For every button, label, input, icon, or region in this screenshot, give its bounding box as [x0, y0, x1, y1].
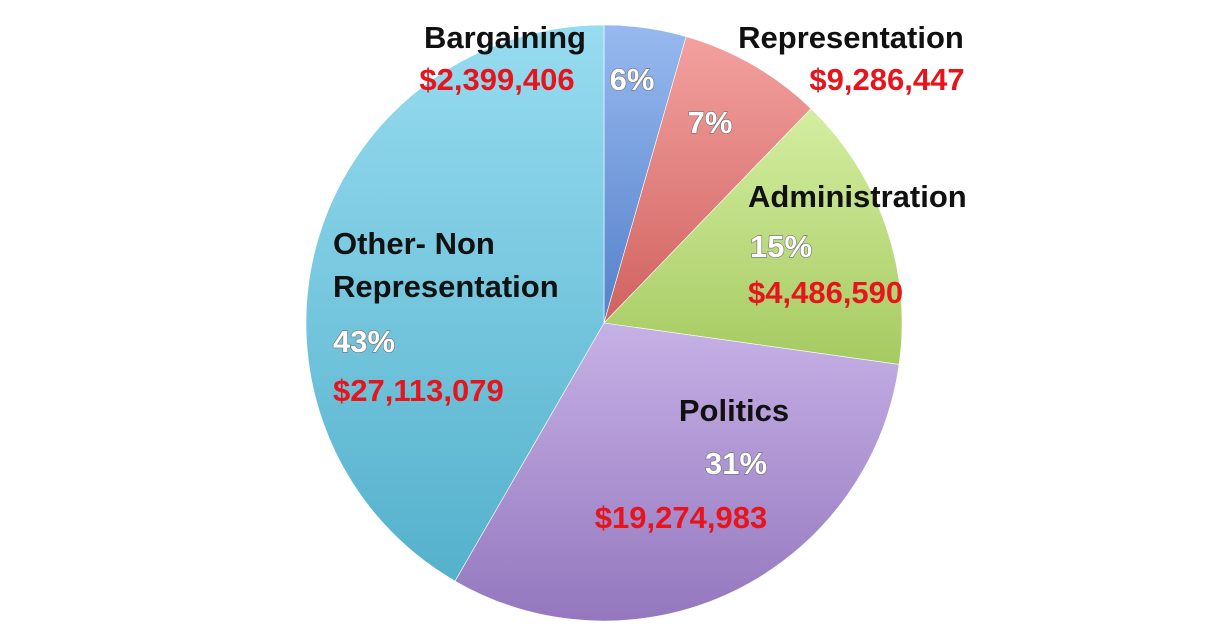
label-administration-amount: $4,486,590	[748, 275, 903, 310]
label-representation-name: Representation	[738, 20, 964, 55]
label-administration-percent: 15%	[750, 229, 812, 264]
label-administration-name: Administration	[748, 179, 967, 214]
label-other-name-line2: Representation	[333, 269, 559, 304]
label-bargaining-percent: 6%	[610, 62, 655, 97]
label-representation-percent: 7%	[688, 105, 733, 140]
label-other-name-line1: Other- Non	[333, 226, 495, 261]
slice-administration	[603, 108, 903, 365]
slice-politics	[454, 322, 900, 622]
label-other-amount: $27,113,079	[333, 373, 504, 408]
slice-representation	[603, 36, 812, 324]
label-other-percent: 43%	[333, 324, 395, 359]
label-politics-percent: 31%	[705, 446, 767, 481]
label-bargaining-name: Bargaining	[424, 20, 586, 55]
slice-other-non-representation	[305, 24, 605, 582]
label-politics-name: Politics	[679, 393, 789, 428]
label-politics-amount: $19,274,983	[595, 500, 767, 535]
label-bargaining-amount: $2,399,406	[419, 62, 574, 97]
pie-slices	[305, 24, 903, 622]
label-representation-amount: $9,286,447	[809, 62, 964, 97]
